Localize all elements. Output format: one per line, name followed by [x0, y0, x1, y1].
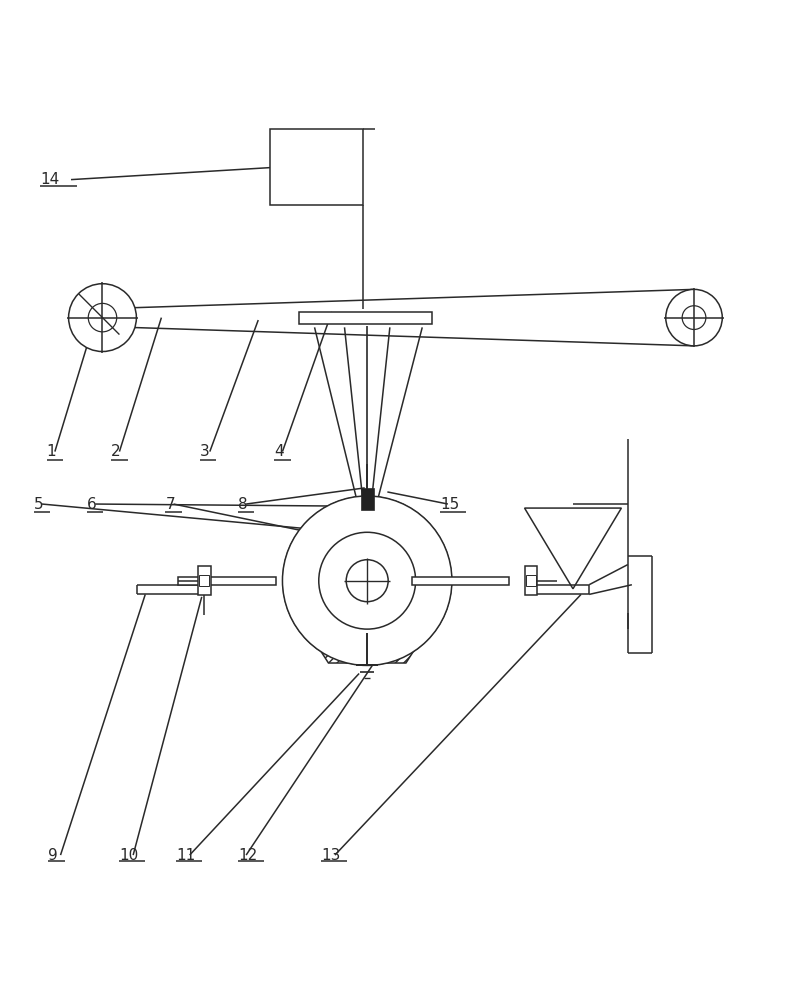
Wedge shape	[282, 496, 452, 665]
Text: 11: 11	[176, 848, 195, 863]
Text: 8: 8	[238, 497, 248, 512]
Text: 12: 12	[238, 848, 257, 863]
Bar	[198, 566, 211, 595]
Text: 4: 4	[274, 444, 284, 459]
Bar	[526, 575, 536, 586]
Bar	[199, 575, 209, 586]
Circle shape	[666, 289, 722, 346]
Text: 14: 14	[40, 172, 60, 187]
Polygon shape	[285, 595, 449, 663]
Text: 15: 15	[440, 497, 459, 512]
Text: 6: 6	[87, 497, 97, 512]
Circle shape	[346, 560, 388, 602]
Text: 3: 3	[200, 444, 210, 459]
Text: 1: 1	[47, 444, 56, 459]
Circle shape	[88, 303, 117, 332]
Text: 13: 13	[321, 848, 341, 863]
Bar	[361, 488, 374, 510]
Circle shape	[282, 496, 452, 665]
Bar	[299, 312, 432, 324]
Bar	[270, 129, 363, 205]
Text: 7: 7	[165, 497, 175, 512]
Text: 5: 5	[34, 497, 44, 512]
Circle shape	[69, 284, 136, 352]
Circle shape	[319, 532, 416, 629]
Bar	[412, 577, 509, 585]
Text: 9: 9	[48, 848, 58, 863]
Text: 10: 10	[119, 848, 139, 863]
Bar	[178, 577, 276, 585]
Circle shape	[682, 306, 706, 329]
Text: 2: 2	[111, 444, 121, 459]
Bar	[525, 566, 537, 595]
